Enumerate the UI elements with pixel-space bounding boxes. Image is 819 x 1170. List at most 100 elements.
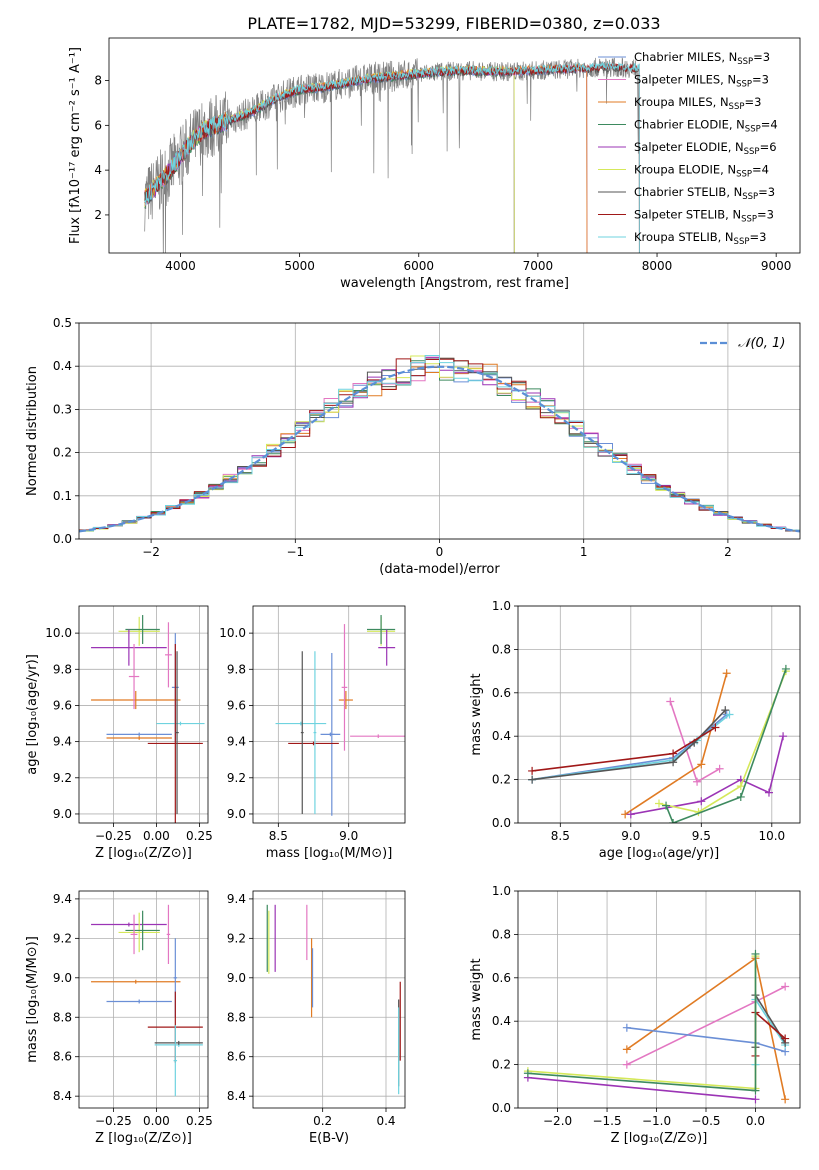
spectrum-model-line bbox=[144, 61, 640, 253]
plot-area-weight-vs-age bbox=[528, 664, 790, 823]
legend-label: Salpeter MILES, N bbox=[634, 73, 736, 87]
legend-subscript: SSP bbox=[729, 102, 745, 112]
x-tick-label: 0.0 bbox=[746, 1114, 765, 1128]
y-tick-label: 8.6 bbox=[227, 1050, 246, 1064]
errorbar-point bbox=[338, 690, 353, 710]
mass-weight-marker bbox=[781, 1034, 790, 1043]
legend-entry: Kroupa STELIB, NSSP=3 bbox=[634, 230, 766, 247]
errorbar-point bbox=[166, 904, 171, 964]
x-tick-label: 5000 bbox=[284, 259, 315, 273]
legend-subscript: SSP bbox=[741, 215, 757, 225]
x-tick-label: 8.5 bbox=[269, 829, 288, 843]
errorbar-point bbox=[91, 979, 181, 984]
residual-histogram bbox=[79, 355, 800, 532]
y-tick-label: 9.6 bbox=[227, 698, 246, 712]
errorbar-point bbox=[125, 615, 160, 644]
spectrum-model-line bbox=[144, 63, 588, 253]
errorbar-point bbox=[313, 651, 317, 814]
x-tick-label: 2 bbox=[724, 545, 732, 559]
legend-subscript: SSP bbox=[734, 237, 750, 247]
y-tick-label: 8 bbox=[94, 74, 102, 88]
x-tick-label: 0 bbox=[436, 545, 444, 559]
mass-weight-marker bbox=[622, 1060, 631, 1069]
y-axis-label: age [log₁₀(age/yr)] bbox=[25, 654, 40, 775]
legend-subscript: SSP bbox=[742, 192, 758, 202]
plot-area-residuals bbox=[79, 355, 800, 533]
legend-entry: Salpeter MILES, NSSP=3 bbox=[634, 73, 769, 90]
mass-weight-marker bbox=[693, 777, 702, 786]
legend-label: Salpeter ELODIE, N bbox=[634, 140, 744, 154]
y-tick-label: 0.4 bbox=[492, 1014, 511, 1028]
y-tick-label: 10.0 bbox=[219, 626, 246, 640]
errorbar-point bbox=[130, 914, 138, 955]
x-tick-label: 7000 bbox=[523, 259, 554, 273]
mass-weight-line bbox=[665, 668, 787, 823]
panel-weight-vs-Z: −2.0 −1.5 −1.0 −0.5 0.0 0.0 0.2 0.4 0.6 0.8 1.0 Z [… bbox=[469, 884, 801, 1146]
errorbar-point bbox=[156, 721, 205, 726]
legend-label: Chabrier ELODIE, N bbox=[634, 118, 745, 132]
gaussian-curve bbox=[79, 365, 800, 533]
legend-subscript: SSP bbox=[736, 80, 752, 90]
y-tick-label: 0.8 bbox=[492, 642, 511, 656]
errorbar-point bbox=[125, 910, 160, 951]
mass-weight-marker bbox=[725, 710, 734, 719]
x-tick-label: 9.5 bbox=[692, 829, 711, 843]
x-tick-label: 10.0 bbox=[758, 829, 785, 843]
errorbar-point bbox=[118, 616, 160, 646]
x-axis-label: Z [log₁₀(Z/Z⊙)] bbox=[95, 1131, 192, 1146]
y-tick-label: 8.8 bbox=[227, 1010, 246, 1024]
x-tick-label: −1 bbox=[286, 545, 304, 559]
panel-mass-vs-Z: −0.25 0.00 0.25 8.4 8.6 8.8 9.0 9.2 9.4 Z [log₁₀(… bbox=[25, 890, 213, 1146]
mass-weight-marker bbox=[715, 764, 724, 773]
mass-weight-marker bbox=[622, 1045, 631, 1054]
y-tick-label: 9.4 bbox=[53, 892, 72, 906]
legend-suffix: =6 bbox=[760, 140, 777, 154]
axes-frame bbox=[78, 890, 209, 1109]
x-axis-label: wavelength [Angstrom, rest frame] bbox=[340, 276, 569, 291]
y-tick-label: 9.2 bbox=[227, 931, 246, 945]
errorbar-point bbox=[91, 922, 167, 927]
mass-weight-marker bbox=[736, 792, 745, 801]
errorbar-point bbox=[288, 741, 339, 746]
errorbar-point bbox=[350, 734, 405, 739]
legend-suffix: =4 bbox=[761, 118, 778, 132]
errorbar-point bbox=[128, 643, 140, 710]
x-tick-label: 0.4 bbox=[376, 1114, 395, 1128]
x-axis-label: mass [log₁₀(M/M⊙)] bbox=[266, 846, 393, 861]
mass-weight-marker bbox=[669, 819, 678, 823]
y-tick-label: 9.6 bbox=[53, 698, 72, 712]
legend-entry: Kroupa MILES, NSSP=3 bbox=[634, 95, 761, 112]
x-axis-label: E(B-V) bbox=[309, 1131, 349, 1146]
spectrum-model-line bbox=[144, 65, 588, 253]
y-tick-label: 1.0 bbox=[492, 599, 511, 613]
x-axis-label: (data-model)/error bbox=[379, 562, 500, 577]
y-tick-label: 8.4 bbox=[227, 1089, 246, 1103]
errorbar-point bbox=[91, 629, 167, 666]
plot-area-mass-vs-Z bbox=[91, 904, 203, 1097]
mass-weight-line bbox=[527, 1076, 756, 1101]
x-axis-label: Z [log₁₀(Z/Z⊙)] bbox=[611, 1131, 708, 1146]
mass-weight-marker bbox=[528, 766, 537, 775]
x-tick-label: 8.5 bbox=[551, 829, 570, 843]
x-tick-label: 0.00 bbox=[143, 829, 170, 843]
mass-weight-marker bbox=[722, 669, 731, 678]
errorbar-point bbox=[320, 732, 341, 737]
errorbar-point bbox=[165, 622, 172, 688]
y-tick-label: 9.4 bbox=[227, 735, 246, 749]
panel-spectrum: 4000 5000 6000 7000 8000 9000 2 4 6 8 wavelength [… bbox=[68, 37, 801, 291]
x-tick-label: 0.25 bbox=[186, 829, 213, 843]
y-axis-label: mass weight bbox=[469, 673, 484, 755]
y-tick-label: 9.2 bbox=[53, 771, 72, 785]
plot-area-age-vs-mass bbox=[275, 615, 405, 816]
mass-weight-line bbox=[527, 953, 757, 1092]
legend-suffix: =3 bbox=[753, 50, 770, 64]
y-tick-label: 9.8 bbox=[227, 662, 246, 676]
mass-weight-marker bbox=[736, 782, 745, 791]
y-tick-label: 0.4 bbox=[53, 359, 72, 373]
y-tick-label: 0.1 bbox=[53, 489, 72, 503]
mass-weight-marker bbox=[697, 760, 706, 769]
y-tick-label: 0.6 bbox=[492, 971, 511, 985]
mass-weight-marker bbox=[721, 706, 730, 715]
legend-label: Salpeter STELIB, N bbox=[634, 208, 741, 222]
